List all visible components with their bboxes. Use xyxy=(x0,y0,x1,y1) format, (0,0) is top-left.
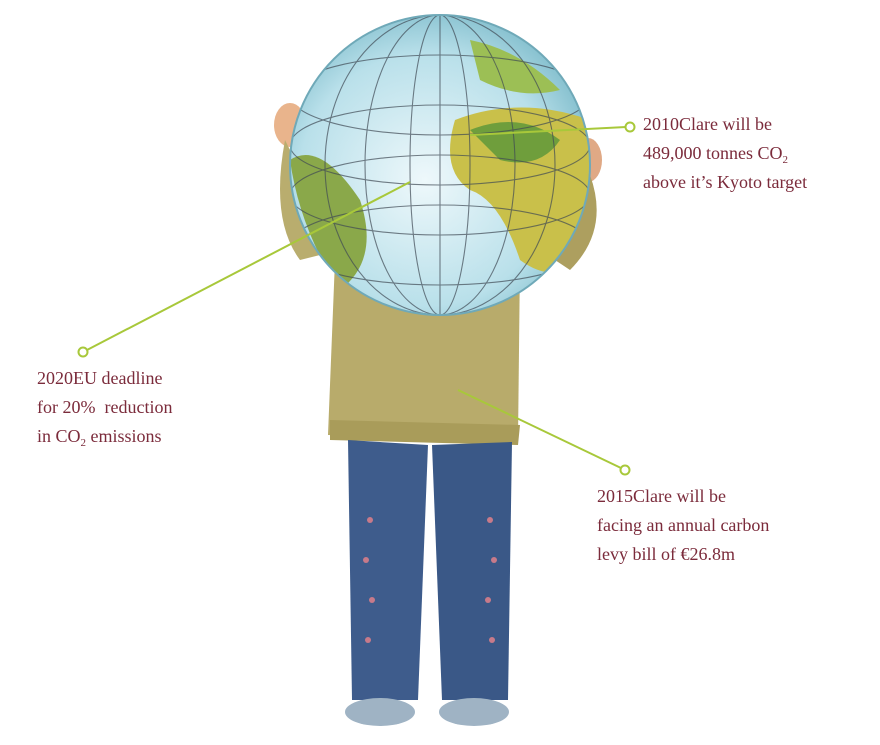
callout-line: 2010Clare will be xyxy=(643,110,807,139)
text: levy bill of €26.8m xyxy=(597,544,735,564)
text: facing an annual carbon xyxy=(597,515,769,535)
callout-line: 489,000 tonnes CO2 xyxy=(643,139,807,168)
year: 2010 xyxy=(643,114,679,134)
callout-line: for 20% reduction xyxy=(37,393,172,422)
callout-line: in CO2 emissions xyxy=(37,422,172,451)
shoe xyxy=(345,698,415,726)
jeans-leg xyxy=(432,442,512,700)
text: for 20% reduction xyxy=(37,397,172,417)
callout-line: facing an annual carbon xyxy=(597,511,769,540)
page: 2010Clare will be489,000 tonnes CO2above… xyxy=(0,0,880,745)
year: 2020 xyxy=(37,368,73,388)
leader-dot xyxy=(79,348,88,357)
text: emissions xyxy=(86,426,162,446)
subscript: 2 xyxy=(783,154,789,166)
leader-dot xyxy=(621,466,630,475)
text: EU deadline xyxy=(73,368,162,388)
text: Clare will be xyxy=(679,114,772,134)
callout: 2020EU deadline for 20% reduction in CO2 e… xyxy=(37,364,172,451)
callout-line: 2020EU deadline xyxy=(37,364,172,393)
callout-line: above it’s Kyoto target xyxy=(643,168,807,197)
callout-line: levy bill of €26.8m xyxy=(597,540,769,569)
text: above it’s Kyoto target xyxy=(643,172,807,192)
jeans-leg xyxy=(348,440,428,700)
callout: 2015Clare will be facing an annual carbon… xyxy=(597,482,769,569)
text: in CO xyxy=(37,426,81,446)
year: 2015 xyxy=(597,486,633,506)
leader-dot xyxy=(626,123,635,132)
callout-line: 2015Clare will be xyxy=(597,482,769,511)
text: Clare will be xyxy=(633,486,726,506)
text: 489,000 tonnes CO xyxy=(643,143,783,163)
shoe xyxy=(439,698,509,726)
